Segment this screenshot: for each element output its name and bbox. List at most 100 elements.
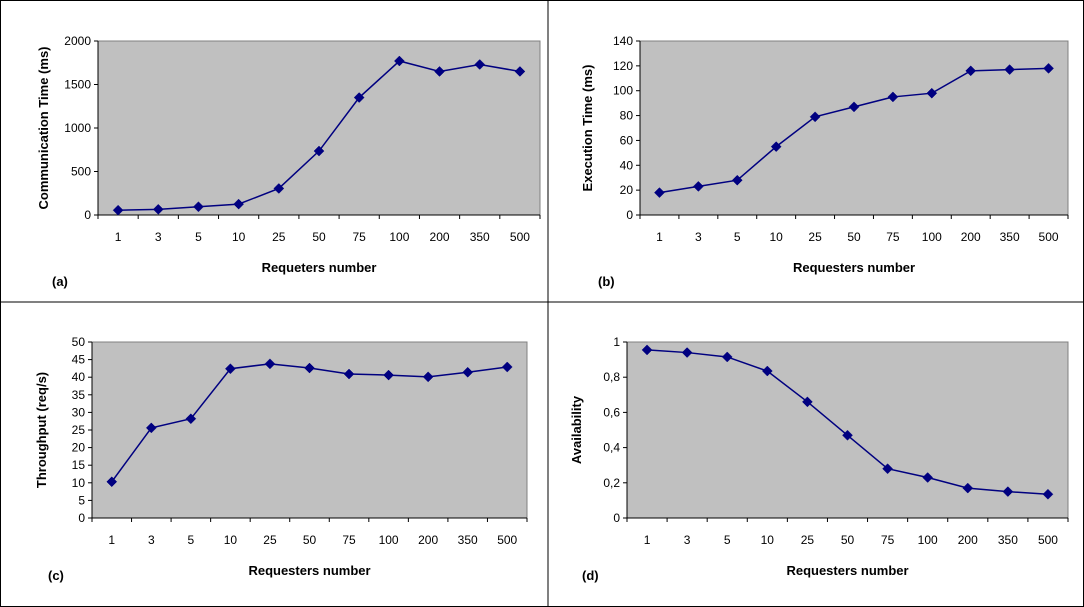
data-point xyxy=(1042,488,1054,500)
y-tick-label: 30 xyxy=(72,405,86,419)
y-tick-label: 1500 xyxy=(64,78,91,92)
y-tick-label: 20 xyxy=(620,183,634,197)
y-tick-label: 0 xyxy=(613,511,620,525)
data-point xyxy=(145,422,157,434)
data-point xyxy=(112,204,124,216)
data-point xyxy=(353,92,365,103)
plot-area xyxy=(97,40,541,216)
data-point xyxy=(474,59,486,70)
x-tick-label: 10 xyxy=(770,230,784,244)
data-point xyxy=(770,141,782,152)
y-tick-label: 1000 xyxy=(64,121,91,135)
x-tick-label: 10 xyxy=(224,533,238,547)
x-tick-label: 200 xyxy=(958,533,978,547)
chart-panel-a: 0 500 1000 1500 2000 1 3 5 10 25 50 75 100 200 350 500 R… xyxy=(36,34,541,289)
y-tick-label: 120 xyxy=(613,59,633,73)
y-tick-label: 60 xyxy=(620,133,634,147)
y-tick-label: 20 xyxy=(72,441,86,455)
y-tick-label: 40 xyxy=(620,158,634,172)
x-tick-label: 10 xyxy=(761,533,775,547)
data-point xyxy=(922,472,934,483)
data-point xyxy=(313,145,325,157)
data-point xyxy=(926,87,938,99)
data-point xyxy=(962,482,974,494)
x-tick-label: 50 xyxy=(312,230,326,244)
x-tick-label: 500 xyxy=(1039,230,1059,244)
y-tick-label: 0 xyxy=(626,208,633,222)
y-tick-label: 15 xyxy=(72,458,86,472)
x-tick-label: 5 xyxy=(724,533,731,547)
data-point xyxy=(462,366,474,378)
x-tick-label: 25 xyxy=(272,230,286,244)
y-tick-label: 45 xyxy=(72,353,86,367)
x-tick-label: 350 xyxy=(470,230,490,244)
data-point xyxy=(106,476,118,488)
data-point xyxy=(887,91,899,103)
y-tick-label: 50 xyxy=(72,335,86,349)
data-point xyxy=(233,198,244,210)
y-axis-title: Communication Time (ms) xyxy=(36,46,51,209)
data-point xyxy=(731,174,743,186)
x-tick-label: 1 xyxy=(108,533,115,547)
x-tick-label: 350 xyxy=(458,533,478,547)
data-point xyxy=(802,396,813,408)
data-point xyxy=(681,347,693,358)
x-tick-label: 1 xyxy=(644,533,651,547)
data-point xyxy=(761,365,773,377)
x-tick-label: 500 xyxy=(497,533,517,547)
x-tick-label: 25 xyxy=(263,533,277,547)
x-tick-label: 50 xyxy=(847,230,861,244)
y-tick-label: 0,4 xyxy=(603,441,620,455)
data-point xyxy=(304,362,315,374)
x-tick-label: 10 xyxy=(232,230,246,244)
y-tick-label: 100 xyxy=(613,84,633,98)
x-tick-label: 50 xyxy=(841,533,855,547)
x-tick-label: 100 xyxy=(379,533,399,547)
x-tick-label: 100 xyxy=(389,230,409,244)
data-point xyxy=(343,368,355,380)
x-tick-label: 350 xyxy=(1000,230,1020,244)
x-tick-label: 25 xyxy=(808,230,822,244)
x-axis-title: Requesters number xyxy=(793,260,915,275)
data-point xyxy=(434,66,445,77)
y-tick-label: 25 xyxy=(72,423,86,437)
data-point xyxy=(809,111,821,123)
x-tick-label: 1 xyxy=(115,230,122,244)
x-tick-label: 100 xyxy=(918,533,938,547)
x-tick-label: 3 xyxy=(695,230,702,244)
data-point xyxy=(185,413,197,425)
x-tick-label: 350 xyxy=(998,533,1018,547)
y-tick-label: 5 xyxy=(78,493,85,507)
y-axis-title: Throughput (req/s) xyxy=(34,372,49,488)
panel-label: (c) xyxy=(48,568,64,583)
panel-label: (d) xyxy=(582,568,599,583)
y-tick-label: 2000 xyxy=(64,34,91,48)
x-tick-label: 500 xyxy=(1038,533,1058,547)
x-tick-label: 50 xyxy=(303,533,317,547)
x-tick-label: 75 xyxy=(342,533,356,547)
y-tick-label: 10 xyxy=(72,476,86,490)
y-tick-label: 0 xyxy=(84,208,91,222)
y-tick-label: 1 xyxy=(613,335,620,349)
x-tick-label: 3 xyxy=(684,533,691,547)
panel-label: (b) xyxy=(598,274,615,289)
data-point xyxy=(501,361,513,373)
x-tick-label: 500 xyxy=(510,230,530,244)
x-axis-title: Requeters number xyxy=(262,260,377,275)
data-point xyxy=(693,181,704,192)
y-tick-label: 0,6 xyxy=(603,405,620,419)
x-tick-label: 75 xyxy=(353,230,367,244)
plot-area xyxy=(639,40,1069,216)
y-tick-label: 500 xyxy=(71,165,91,179)
x-tick-label: 3 xyxy=(155,230,162,244)
data-point xyxy=(1002,486,1014,497)
data-point xyxy=(383,369,394,381)
data-point xyxy=(1004,64,1015,75)
data-point xyxy=(654,187,665,198)
y-tick-label: 35 xyxy=(72,388,86,402)
x-tick-label: 100 xyxy=(922,230,942,244)
data-point xyxy=(193,201,204,213)
data-point xyxy=(721,351,733,363)
chart-panel-d: 0 0,2 0,4 0,6 0,8 1 1 3 5 10 25 50 75 100 200 350 500 Req… xyxy=(569,335,1069,583)
